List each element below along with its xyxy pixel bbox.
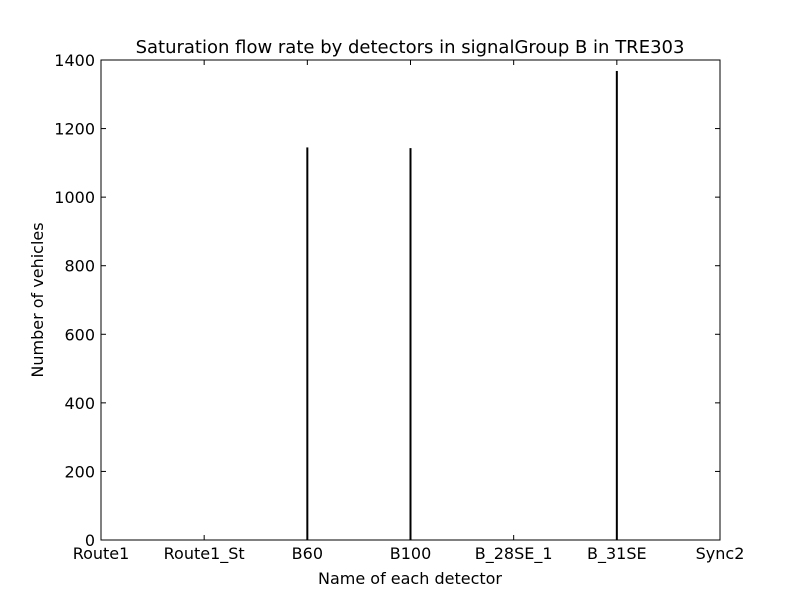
bar	[615, 70, 618, 540]
bar	[306, 147, 309, 540]
y-axis: 0 200 400 600 800 1000 1200 1400	[54, 51, 720, 550]
x-tick-label: Route1_St	[164, 544, 245, 564]
x-tick-label: B100	[390, 544, 432, 563]
y-tick-label: 1400	[54, 51, 95, 70]
y-tick-label: 0	[85, 531, 95, 550]
x-tick-label: B_28SE_1	[475, 544, 553, 564]
bar	[409, 148, 412, 540]
bars	[306, 70, 618, 540]
x-tick-label: B60	[292, 544, 323, 563]
y-tick-label: 1000	[54, 188, 95, 207]
y-tick-label: 800	[64, 257, 95, 276]
y-tick-label: 1200	[54, 120, 95, 139]
y-axis-label: Number of vehicles	[28, 222, 47, 377]
x-tick-label: Route1	[73, 544, 130, 563]
x-tick-label: B_31SE	[587, 544, 647, 564]
y-tick-label: 200	[64, 462, 95, 481]
chart-title: Saturation flow rate by detectors in sig…	[136, 37, 685, 58]
x-axis: Route1 Route1_St B60 B100 B_28SE_1 B_31SE Sync…	[73, 60, 745, 564]
y-tick-label: 400	[64, 394, 95, 413]
x-tick-label: Sync2	[696, 544, 745, 563]
x-axis-label: Name of each detector	[318, 569, 502, 588]
y-tick-label: 600	[64, 325, 95, 344]
